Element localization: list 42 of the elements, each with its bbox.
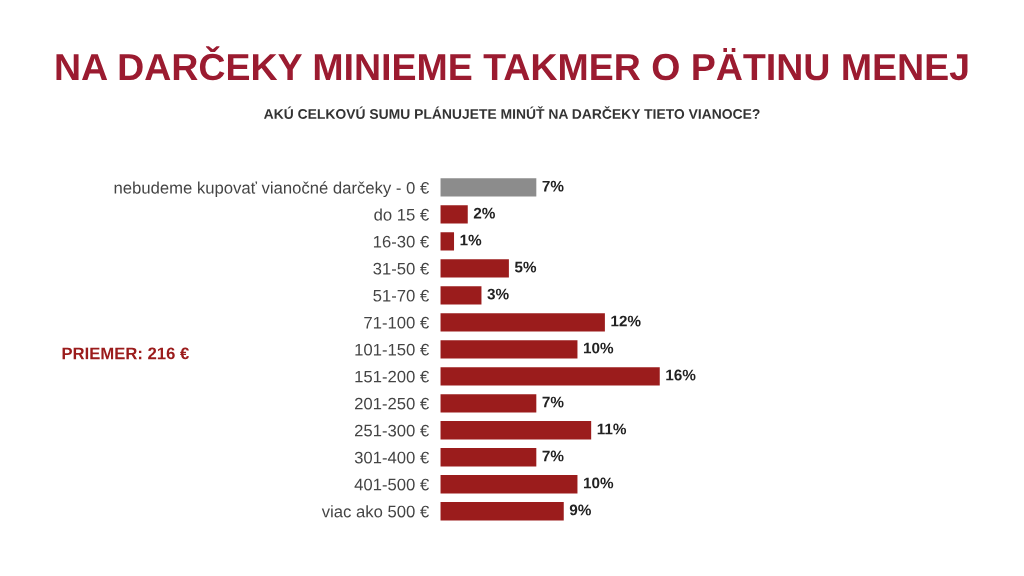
bar xyxy=(440,313,605,332)
data-label: 1% xyxy=(460,234,482,246)
data-label: 10% xyxy=(583,477,614,489)
bar xyxy=(440,448,537,467)
y-tick-label: 201-250 € xyxy=(354,397,429,410)
y-tick-label: 16-30 € xyxy=(373,235,429,248)
bar xyxy=(440,205,468,224)
bar xyxy=(440,421,592,440)
data-label: 3% xyxy=(487,288,509,300)
data-label: 12% xyxy=(611,315,641,327)
bar xyxy=(440,259,509,278)
y-tick-label: 71-100 € xyxy=(364,316,429,329)
y-tick-label: 101-150 € xyxy=(355,343,429,356)
data-label: 16% xyxy=(666,369,696,381)
chart-subtitle: AKÚ CELKOVÚ SUMU PLÁNUJETE MINÚŤ NA DARČEKY TIETO VIANOCE? xyxy=(264,106,760,119)
y-tick-label: 51-70 € xyxy=(373,289,429,302)
y-tick-label: do 15 € xyxy=(374,208,429,221)
data-label: 7% xyxy=(542,450,564,462)
bar xyxy=(440,394,537,413)
y-tick-label: viac ako 500 € xyxy=(321,505,429,518)
data-label: 2% xyxy=(473,207,495,219)
data-label: 5% xyxy=(514,261,537,273)
bar xyxy=(440,340,578,359)
data-label: 11% xyxy=(597,423,627,435)
y-tick-label: 151-200 € xyxy=(355,370,429,383)
chart-title: NA DARČEKY MINIEME TAKMER O PÄTINU MENEJ xyxy=(56,46,968,81)
data-label: 7% xyxy=(542,396,564,408)
bar xyxy=(440,367,660,386)
data-label: 7% xyxy=(542,180,564,192)
bar xyxy=(440,286,482,305)
y-tick-label: nebudeme kupovať vianočné darčeky - 0 € xyxy=(114,181,429,198)
bar xyxy=(440,232,455,251)
y-tick-label: 301-400 € xyxy=(354,451,429,464)
text: PRIEMER: 216 € xyxy=(62,347,189,360)
y-tick-label: 251-300 € xyxy=(354,424,429,437)
data-label: 10% xyxy=(583,342,614,354)
bar xyxy=(440,475,578,494)
y-tick-label: 31-50 € xyxy=(373,262,429,275)
y-tick-label: 401-500 € xyxy=(354,478,429,491)
data-label: 9% xyxy=(569,504,591,516)
bar xyxy=(440,178,537,197)
bar xyxy=(440,502,564,521)
